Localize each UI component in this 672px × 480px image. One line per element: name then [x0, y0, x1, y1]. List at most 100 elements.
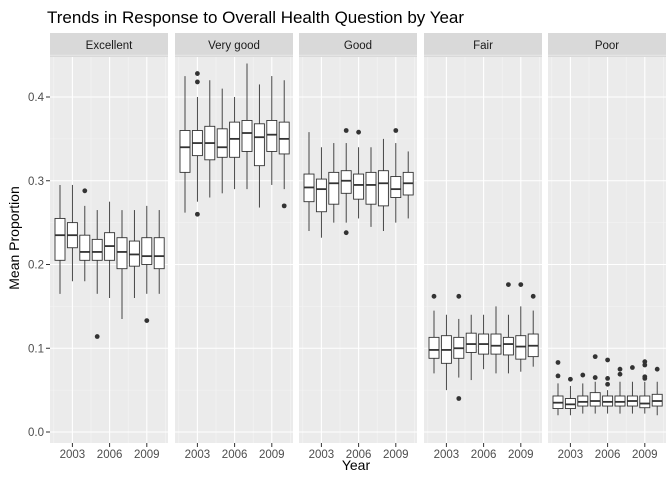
strip-background — [50, 33, 168, 57]
box-very-good-2003 — [191, 71, 203, 217]
box-good-2005 — [340, 128, 352, 236]
outlier-point — [605, 376, 610, 381]
box-iqr — [266, 119, 278, 152]
x-tick-label: 2003 — [558, 449, 584, 461]
x-tick-label: 2006 — [97, 449, 123, 461]
box-iqr — [216, 128, 228, 158]
strip-label: Good — [344, 40, 372, 52]
box-fair-2009 — [515, 282, 527, 372]
box-iqr — [54, 217, 66, 261]
box-excellent-2002 — [54, 184, 66, 294]
box-excellent-2006 — [104, 201, 116, 298]
y-axis: 0.0 0.1 0.2 0.3 0.4 — [28, 92, 50, 439]
facet-panel-poor: Poor 2003 2006 2009 — [548, 33, 666, 461]
box-iqr — [353, 173, 365, 200]
outlier-point — [642, 376, 648, 381]
facet-panel-good: Good 2003 2006 2009 — [299, 33, 417, 461]
box-iqr — [589, 392, 601, 407]
outlier-point — [431, 293, 437, 299]
panel-background — [424, 57, 542, 443]
box-fair-2010 — [527, 293, 539, 367]
box-iqr — [91, 238, 103, 261]
y-axis-title: Mean Proportion — [6, 186, 22, 290]
x-tick-label: 2006 — [595, 449, 621, 461]
box-poor-2003 — [564, 376, 576, 416]
chart-title: Trends in Response to Overall Health Que… — [47, 8, 464, 27]
box-poor-2006 — [602, 357, 614, 414]
strip-background — [175, 33, 293, 57]
box-iqr — [153, 237, 165, 270]
box-iqr — [328, 171, 340, 205]
box-iqr — [502, 336, 514, 356]
box-poor-2005 — [589, 354, 601, 414]
box-poor-2008 — [626, 365, 638, 414]
outlier-point — [356, 129, 361, 135]
box-fair-2007 — [490, 306, 502, 374]
outlier-point — [642, 362, 648, 368]
box-good-2008 — [377, 138, 389, 231]
box-poor-2009 — [639, 359, 651, 414]
outlier-point — [642, 359, 648, 365]
outlier-point — [605, 381, 610, 387]
outlier-point — [343, 230, 349, 236]
outlier-point — [281, 203, 287, 209]
box-very-good-2007 — [241, 63, 253, 190]
box-very-good-2010 — [278, 80, 290, 209]
y-tick-label: 0.1 — [28, 343, 44, 355]
box-iqr — [315, 178, 327, 213]
outlier-point — [518, 282, 524, 287]
box-very-good-2005 — [216, 88, 228, 194]
outlier-point — [654, 366, 660, 372]
strip-label: Fair — [473, 40, 493, 52]
box-excellent-2005 — [91, 210, 103, 339]
box-fair-2006 — [478, 314, 490, 370]
outlier-point — [82, 188, 88, 194]
x-tick-label: 2003 — [60, 449, 86, 461]
box-very-good-2002 — [179, 76, 191, 213]
outlier-point — [617, 371, 623, 377]
box-good-2003 — [315, 147, 327, 238]
strip-label: Excellent — [86, 40, 133, 52]
x-tick-label: 2009 — [383, 449, 409, 461]
box-good-2010 — [402, 151, 414, 219]
outlier-point — [195, 71, 200, 76]
x-tick-label: 2003 — [185, 449, 211, 461]
box-iqr — [241, 119, 253, 152]
box-iqr — [365, 171, 377, 205]
box-poor-2002 — [552, 360, 564, 416]
box-good-2009 — [390, 128, 402, 223]
box-very-good-2008 — [253, 84, 265, 208]
x-tick-label: 2003 — [309, 449, 335, 461]
box-poor-2004 — [577, 372, 589, 414]
box-iqr — [340, 170, 352, 194]
box-good-2007 — [365, 147, 377, 227]
y-tick-label: 0.2 — [28, 260, 44, 272]
outlier-point — [630, 365, 635, 370]
outlier-point — [592, 354, 598, 360]
box-excellent-2003 — [66, 184, 78, 282]
outlier-point — [592, 375, 598, 380]
x-axis-title: Year — [342, 457, 371, 473]
box-iqr — [116, 237, 128, 270]
panel-background — [299, 57, 417, 443]
box-very-good-2009 — [266, 76, 278, 185]
outlier-point — [530, 293, 536, 299]
box-iqr — [253, 123, 265, 167]
y-tick-label: 0.0 — [28, 427, 44, 439]
panel-background — [175, 57, 293, 443]
box-fair-2004 — [453, 293, 465, 401]
box-excellent-2004 — [79, 188, 91, 282]
x-tick-label: 2009 — [632, 449, 658, 461]
strip-background — [548, 33, 666, 57]
x-tick-label: 2006 — [222, 449, 248, 461]
outlier-point — [343, 128, 349, 133]
box-poor-2010 — [651, 366, 663, 416]
box-fair-2005 — [465, 314, 477, 381]
x-tick-label: 2006 — [346, 449, 372, 461]
y-tick-label: 0.3 — [28, 176, 44, 188]
box-excellent-2009 — [141, 205, 153, 324]
outlier-point — [580, 372, 586, 378]
outlier-point — [393, 128, 399, 133]
outlier-point — [144, 318, 150, 324]
box-iqr — [639, 395, 651, 409]
